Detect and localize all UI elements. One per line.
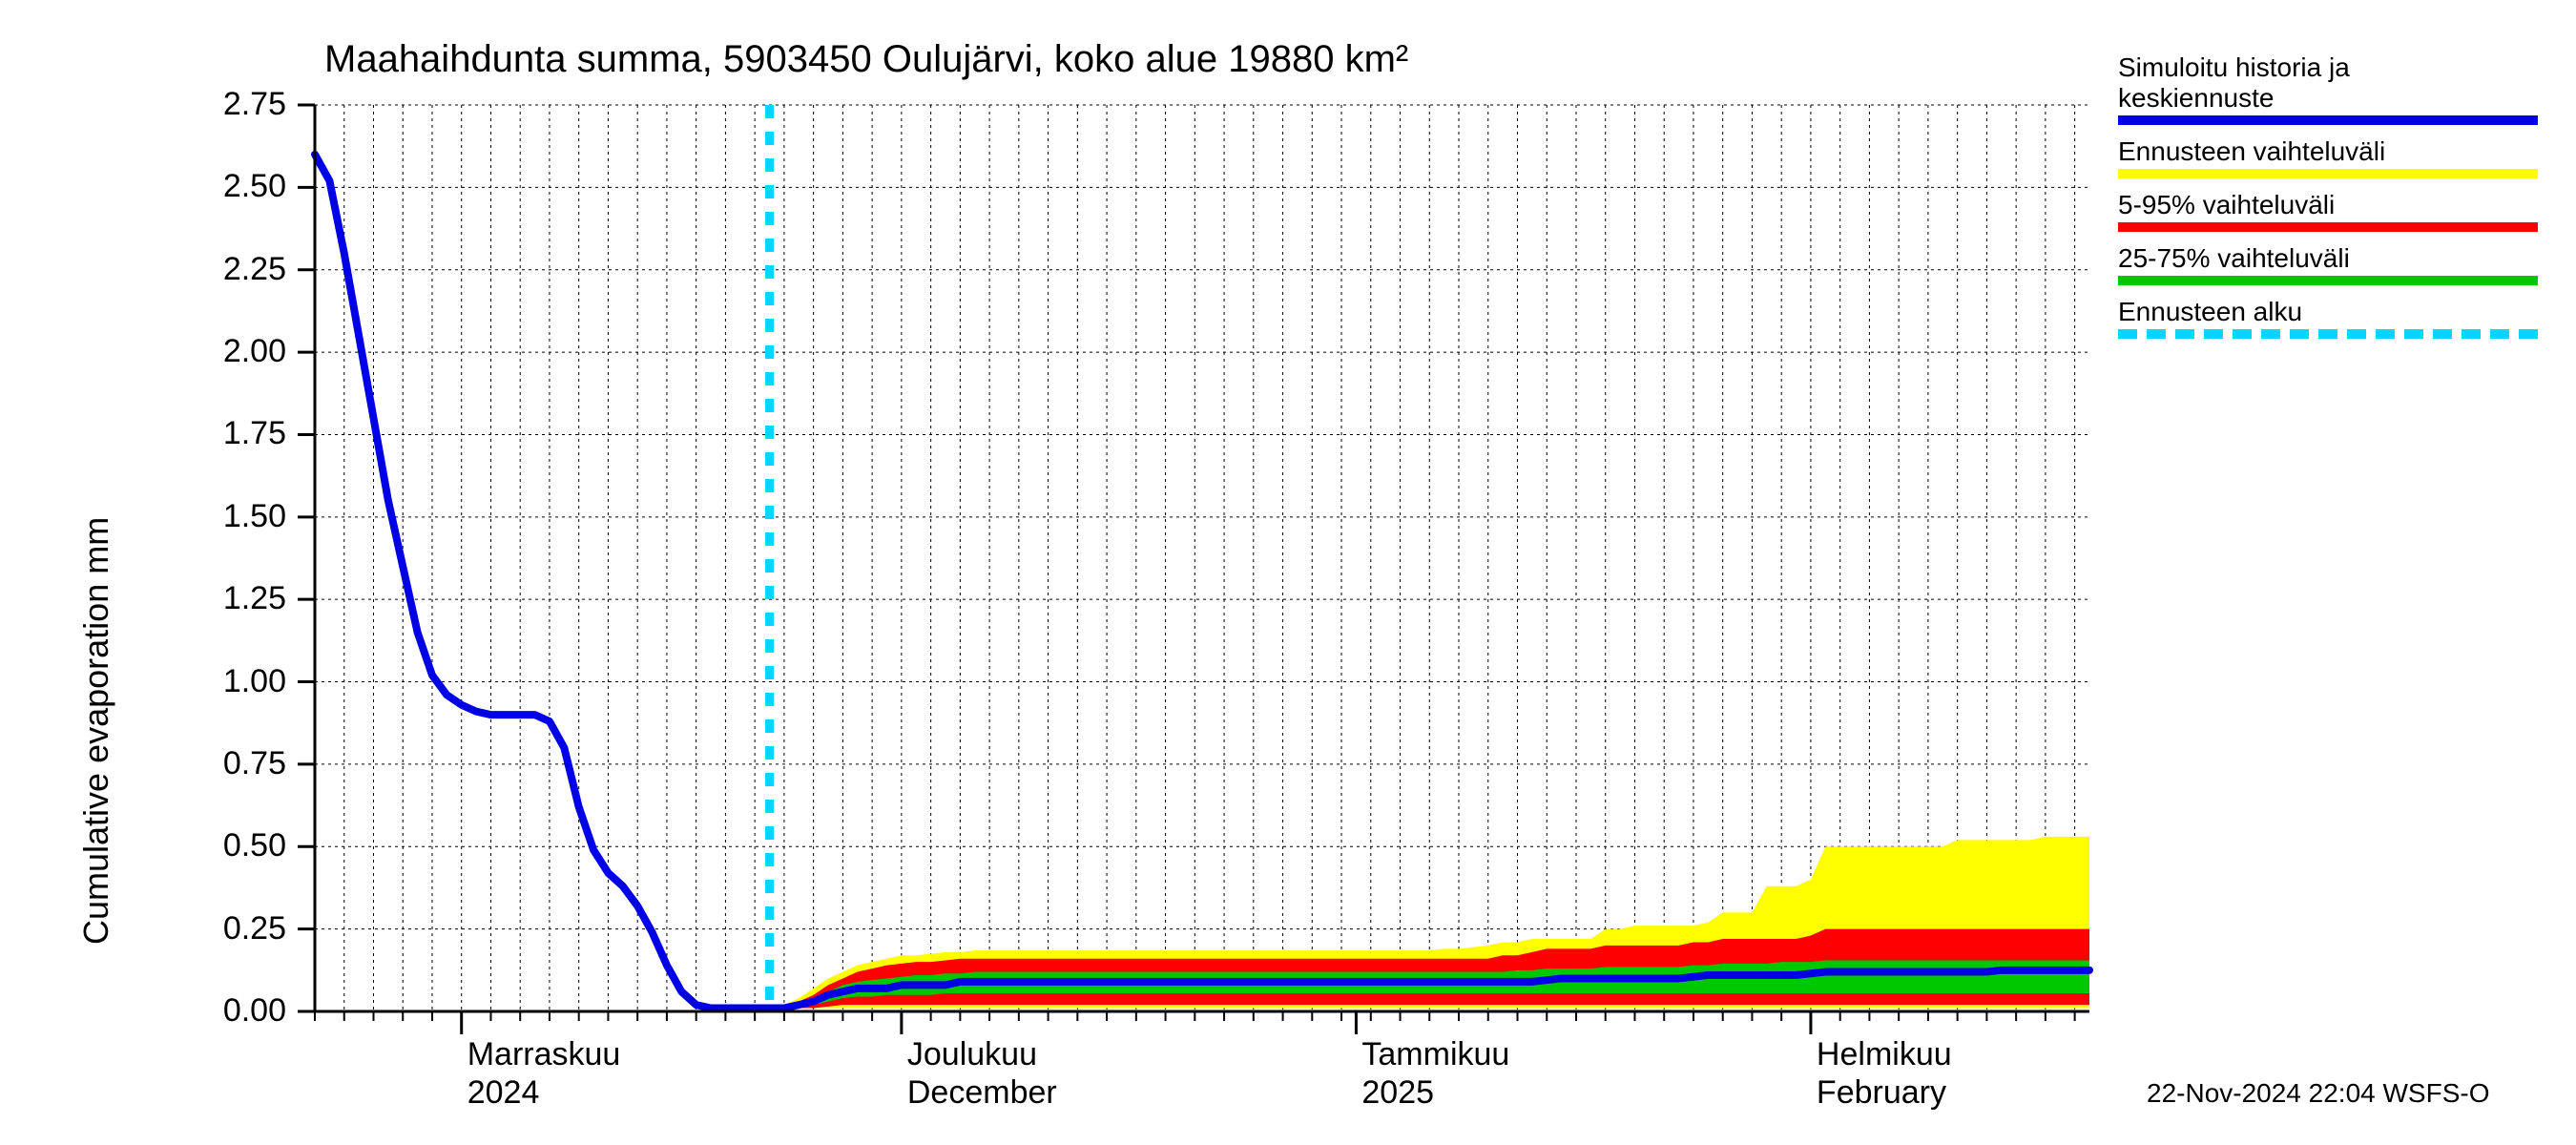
y-tick-label: 0.00: [191, 992, 286, 1030]
y-tick-label: 2.75: [191, 86, 286, 123]
x-tick-label: Joulukuu: [907, 1036, 1037, 1073]
legend-label: Simuloitu historia ja: [2118, 52, 2350, 83]
x-tick-label: Helmikuu: [1817, 1036, 1952, 1073]
legend-swatch: [2118, 222, 2538, 232]
x-tick-sublabel: 2024: [467, 1074, 540, 1112]
legend-label: Ennusteen vaihteluväli: [2118, 136, 2385, 167]
legend-swatch: [2118, 169, 2538, 178]
y-tick-label: 0.25: [191, 910, 286, 947]
legend-swatch: [2118, 115, 2538, 125]
legend-label: Ennusteen alku: [2118, 297, 2302, 327]
footer-timestamp: 22-Nov-2024 22:04 WSFS-O: [2147, 1078, 2490, 1109]
y-tick-label: 2.25: [191, 251, 286, 288]
legend-label: 5-95% vaihteluväli: [2118, 190, 2335, 220]
y-tick-label: 1.75: [191, 415, 286, 452]
legend-swatch: [2118, 329, 2538, 339]
legend-label: 25-75% vaihteluväli: [2118, 243, 2350, 274]
x-tick-sublabel: December: [907, 1074, 1057, 1112]
y-tick-label: 1.25: [191, 580, 286, 617]
y-tick-label: 0.75: [191, 745, 286, 782]
chart-canvas: Maahaihdunta summa, 5903450 Oulujärvi, k…: [0, 0, 2576, 1145]
y-tick-label: 1.00: [191, 663, 286, 700]
y-tick-label: 2.00: [191, 333, 286, 370]
x-tick-label: Marraskuu: [467, 1036, 621, 1073]
y-tick-label: 0.50: [191, 827, 286, 864]
y-tick-label: 2.50: [191, 168, 286, 205]
x-tick-label: Tammikuu: [1361, 1036, 1509, 1073]
x-tick-sublabel: 2025: [1361, 1074, 1434, 1112]
x-tick-sublabel: February: [1817, 1074, 1946, 1112]
legend-swatch: [2118, 276, 2538, 285]
legend-label: keskiennuste: [2118, 83, 2274, 114]
y-tick-label: 1.50: [191, 498, 286, 535]
